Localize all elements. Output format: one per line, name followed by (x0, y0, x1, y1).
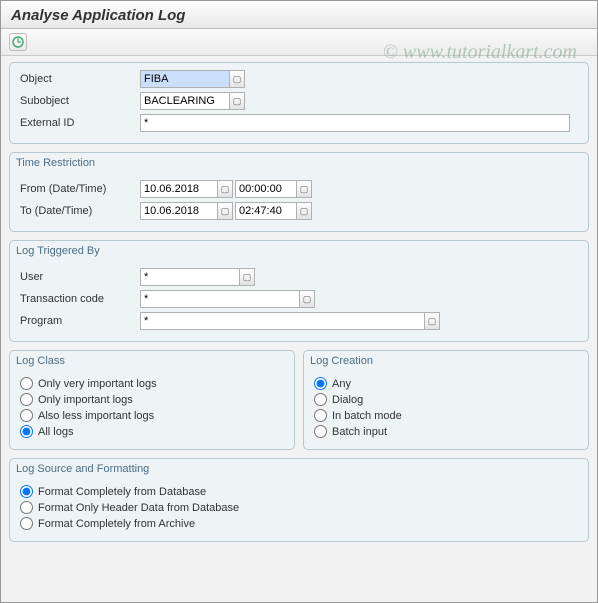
tcode-input[interactable] (140, 290, 300, 308)
panel-basic: Object ▢ Subobject ▢ External ID (9, 62, 589, 144)
logclass-opt1[interactable]: Only very important logs (20, 377, 284, 390)
panel-triggered-title: Log Triggered By (16, 243, 582, 261)
from-time-input[interactable] (235, 180, 297, 198)
radio-label: Only very important logs (38, 378, 157, 390)
radio-label: Dialog (332, 394, 363, 406)
radio-label: In batch mode (332, 410, 402, 422)
program-input[interactable] (140, 312, 425, 330)
radio-label: Also less important logs (38, 410, 154, 422)
radio-label: Format Only Header Data from Database (38, 502, 239, 514)
date-help-icon[interactable]: ▢ (217, 180, 233, 198)
panel-triggered: Log Triggered By User ▢ Transaction code… (9, 240, 589, 342)
radio-label: Batch input (332, 426, 387, 438)
program-label: Program (20, 315, 140, 327)
object-label: Object (20, 73, 140, 85)
from-label: From (Date/Time) (20, 183, 140, 195)
to-date-input[interactable] (140, 202, 218, 220)
to-time-input[interactable] (235, 202, 297, 220)
toolbar (1, 29, 597, 56)
user-input[interactable] (140, 268, 240, 286)
from-date-input[interactable] (140, 180, 218, 198)
search-help-icon[interactable]: ▢ (229, 92, 245, 110)
object-input[interactable] (140, 70, 230, 88)
radio-label: Only important logs (38, 394, 133, 406)
logclass-opt3[interactable]: Also less important logs (20, 409, 284, 422)
panel-log-class-title: Log Class (16, 353, 288, 371)
user-label: User (20, 271, 140, 283)
panel-log-creation-title: Log Creation (310, 353, 582, 371)
panel-time-title: Time Restriction (16, 155, 582, 173)
external-id-label: External ID (20, 117, 140, 129)
app-window: Analyse Application Log Object ▢ Subobje… (0, 0, 598, 603)
time-help-icon[interactable]: ▢ (296, 202, 312, 220)
panel-time: Time Restriction From (Date/Time) ▢ ▢ To… (9, 152, 589, 232)
source-opt2[interactable]: Format Only Header Data from Database (20, 501, 578, 514)
panel-log-creation: Log Creation Any Dialog In batch mode Ba… (303, 350, 589, 450)
execute-icon[interactable] (9, 33, 27, 51)
page-title: Analyse Application Log (1, 1, 597, 29)
radio-label: Any (332, 378, 351, 390)
external-id-input[interactable] (140, 114, 570, 132)
radio-label: Format Completely from Archive (38, 518, 195, 530)
search-help-icon[interactable]: ▢ (424, 312, 440, 330)
subobject-input[interactable] (140, 92, 230, 110)
search-help-icon[interactable]: ▢ (229, 70, 245, 88)
logcreation-opt2[interactable]: Dialog (314, 393, 578, 406)
logclass-opt2[interactable]: Only important logs (20, 393, 284, 406)
logcreation-opt4[interactable]: Batch input (314, 425, 578, 438)
date-help-icon[interactable]: ▢ (217, 202, 233, 220)
source-opt3[interactable]: Format Completely from Archive (20, 517, 578, 530)
panel-source-title: Log Source and Formatting (16, 461, 582, 479)
panel-log-class: Log Class Only very important logs Only … (9, 350, 295, 450)
logcreation-opt1[interactable]: Any (314, 377, 578, 390)
time-help-icon[interactable]: ▢ (296, 180, 312, 198)
to-label: To (Date/Time) (20, 205, 140, 217)
tcode-label: Transaction code (20, 293, 140, 305)
content: Object ▢ Subobject ▢ External ID (1, 56, 597, 556)
radio-label: All logs (38, 426, 73, 438)
search-help-icon[interactable]: ▢ (299, 290, 315, 308)
source-opt1[interactable]: Format Completely from Database (20, 485, 578, 498)
search-help-icon[interactable]: ▢ (239, 268, 255, 286)
logcreation-opt3[interactable]: In batch mode (314, 409, 578, 422)
panel-source: Log Source and Formatting Format Complet… (9, 458, 589, 542)
radio-label: Format Completely from Database (38, 486, 206, 498)
subobject-label: Subobject (20, 95, 140, 107)
logclass-opt4[interactable]: All logs (20, 425, 284, 438)
